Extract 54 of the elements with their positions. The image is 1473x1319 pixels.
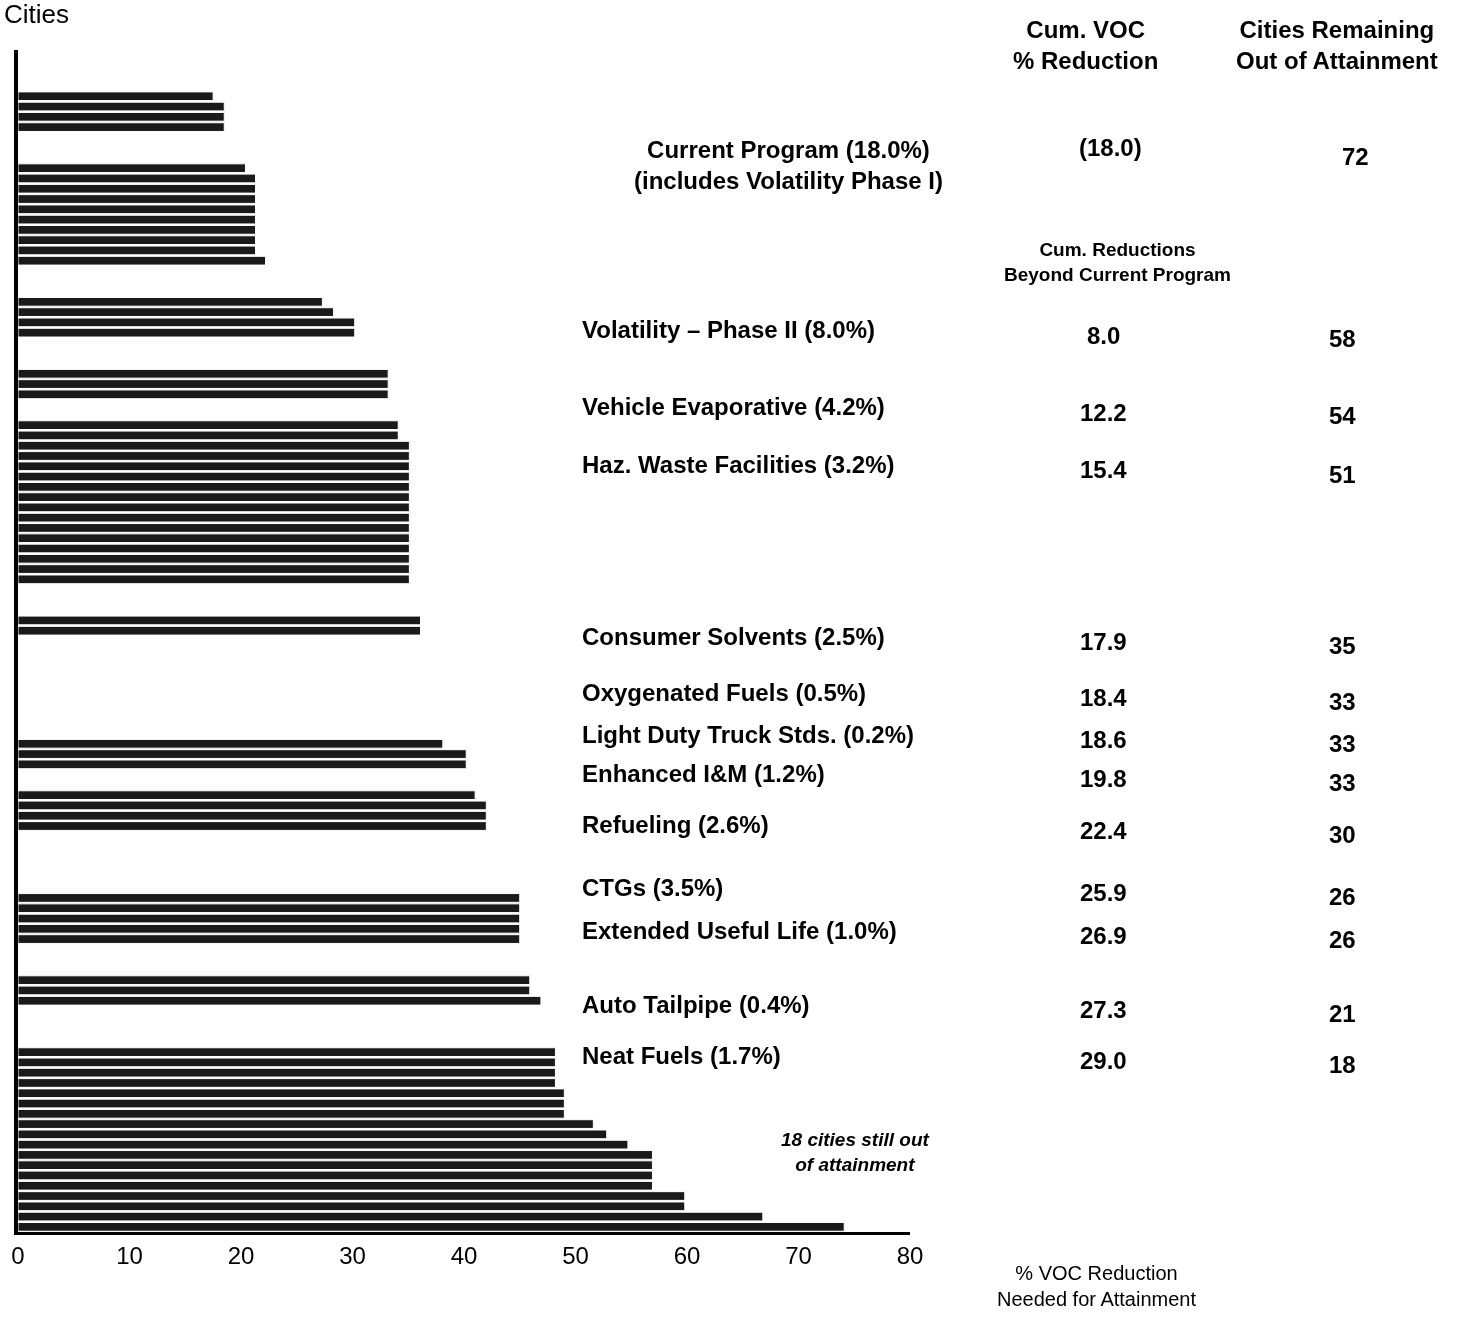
text: 33 [1329, 688, 1356, 715]
text: 18 [1329, 1051, 1356, 1078]
text: 35 [1329, 632, 1356, 659]
y-axis-title: Cities [4, 0, 70, 29]
text: 21 [1329, 1000, 1356, 1027]
x-tick-label: 30 [339, 1241, 366, 1269]
annotation: Auto Tailpipe (0.4%) [582, 991, 810, 1018]
annotation: Vehicle Evaporative (4.2%) [582, 393, 885, 420]
annotation: Neat Fuels (1.7%) [582, 1042, 781, 1069]
x-tick-label: 10 [116, 1241, 143, 1269]
text: 19.8 [1080, 765, 1127, 792]
text: 15.4 [1080, 456, 1128, 483]
x-tick-label: 70 [785, 1241, 812, 1269]
text: 72 [1342, 143, 1369, 170]
text: (18.0) [1079, 134, 1142, 161]
text: 33 [1329, 730, 1356, 757]
text: 27.3 [1080, 996, 1127, 1023]
text: 22.4 [1080, 817, 1128, 844]
text: 26 [1329, 883, 1356, 910]
text: 8.0 [1087, 322, 1121, 349]
annotation: Extended Useful Life (1.0%) [582, 917, 897, 944]
text: 18.6 [1080, 726, 1127, 753]
x-tick-label: 0 [11, 1241, 25, 1269]
text: 30 [1329, 821, 1356, 848]
text: 58 [1329, 325, 1356, 352]
text: 25.9 [1080, 879, 1127, 906]
text: 26.9 [1080, 922, 1127, 949]
x-tick-label: 60 [673, 1241, 701, 1269]
text: Cum. VOC % Reduction [1013, 16, 1159, 75]
annotation: Refueling (2.6%) [582, 811, 769, 838]
annotation: Current Program (18.0%) (includes Volatility Phase I) [634, 136, 943, 195]
annotation: Oxygenated Fuels (0.5%) [582, 679, 867, 706]
text: 51 [1329, 461, 1356, 488]
annotation: 18 cities still out of attainment [781, 1129, 930, 1175]
text: Cum. Reductions Beyond Current Program [1004, 239, 1231, 285]
text: 18.4 [1080, 684, 1128, 711]
annotation: Haz. Waste Facilities (3.2%) [582, 451, 895, 478]
annotation: CTGs (3.5%) [582, 874, 724, 901]
annotation: Consumer Solvents (2.5%) [582, 623, 885, 650]
text: 17.9 [1080, 628, 1127, 655]
text: 12.2 [1080, 399, 1127, 426]
x-tick-label: 20 [227, 1241, 255, 1269]
x-tick-label: 80 [896, 1241, 924, 1269]
annotation: Enhanced I&M (1.2%) [582, 760, 825, 787]
text: 54 [1329, 402, 1357, 429]
text: 33 [1329, 769, 1356, 796]
annotation: Volatility – Phase II (8.0%) [582, 316, 875, 343]
text: 26 [1329, 926, 1356, 953]
text: Cities Remaining Out of Attainment [1236, 16, 1438, 75]
x-tick-label: 40 [450, 1241, 478, 1269]
x-axis-title: % VOC Reduction Needed for Attainment [997, 1262, 1197, 1310]
text: 29.0 [1080, 1047, 1127, 1074]
annotation: Light Duty Truck Stds. (0.2%) [582, 721, 915, 748]
x-tick-label: 50 [562, 1241, 589, 1269]
